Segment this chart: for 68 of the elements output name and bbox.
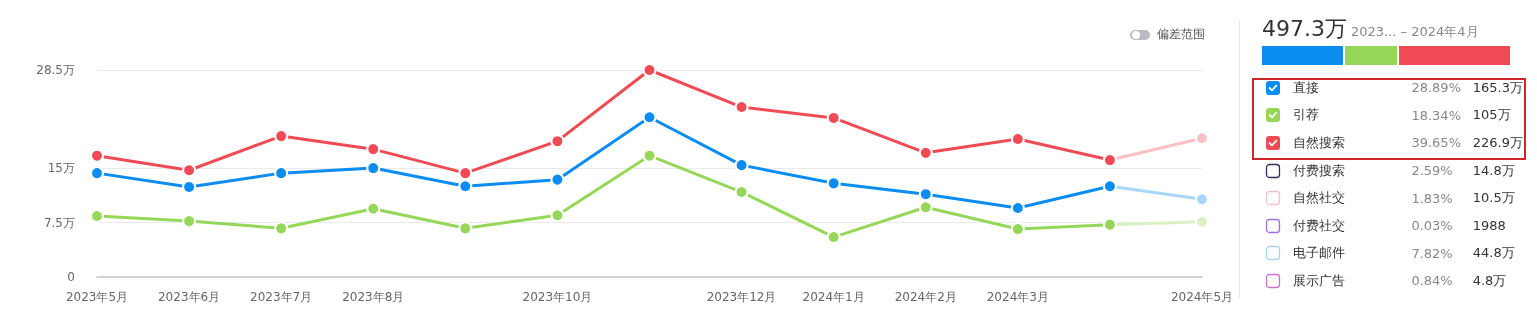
point [182, 163, 197, 178]
category-label: 自然社交 [1292, 189, 1346, 208]
category-label: 付费搜索 [1292, 161, 1346, 180]
text: 自然搜索 [1292, 134, 1345, 150]
data-label: 1.83% [1411, 190, 1454, 206]
x-tick-label: 2024年2月 [894, 290, 957, 304]
y-tick-label: 15万 [47, 161, 75, 176]
point [550, 134, 565, 149]
data-label: 0.84% [1411, 273, 1454, 289]
text: 引荐 [1292, 107, 1319, 123]
text: 10.5万 [1472, 189, 1516, 208]
x-tick-label: 2023年6月 [157, 290, 221, 304]
data-label: 28.89% [1411, 80, 1462, 96]
x-tick-label: 2023年8月 [342, 290, 405, 304]
point [274, 221, 289, 236]
point [826, 176, 841, 191]
point [918, 145, 933, 160]
point [734, 158, 749, 173]
data-label: 0.03% [1411, 218, 1454, 234]
data-label: 18.34% [1411, 107, 1462, 123]
data-label: 7.82% [1411, 245, 1454, 261]
point [366, 201, 381, 216]
point [1010, 132, 1025, 146]
text: 497.3万 [1262, 15, 1347, 43]
x-tick-label: 2024年5月 [1170, 290, 1234, 304]
point [1102, 179, 1117, 194]
x-tick-label: 2024年1月 [802, 290, 865, 304]
category-label: 电子邮件 [1292, 244, 1346, 263]
y-tick-label: 28.5万 [36, 63, 75, 77]
point [550, 172, 565, 187]
text: 105万 [1472, 106, 1512, 125]
point [642, 63, 657, 77]
category-label: 付费社交 [1292, 216, 1346, 235]
point [458, 221, 473, 236]
point [1010, 201, 1025, 215]
point [90, 148, 104, 163]
x-tick-label: 2023年5月 [65, 290, 129, 304]
point [458, 179, 473, 194]
text: 偏差范围 [1157, 26, 1205, 43]
text: 直接 [1292, 79, 1319, 95]
y-tick-label: 0 [67, 270, 75, 284]
category-label: 展示广告 [1292, 271, 1346, 290]
point [90, 166, 104, 181]
point [366, 142, 381, 157]
point [642, 110, 657, 125]
data-label: 39.65% [1411, 135, 1462, 151]
text: 14.8万 [1472, 161, 1516, 180]
point [274, 129, 289, 144]
y-tick-label: 7.5万 [43, 215, 75, 230]
x-tick-label: 2024年3月 [986, 290, 1049, 304]
text: 44.8万 [1472, 244, 1516, 263]
point [274, 166, 289, 181]
x-tick-label: 2023年10月 [522, 290, 593, 304]
text: 165.3万 [1472, 78, 1524, 97]
text: 226.9万 [1472, 134, 1524, 152]
point [458, 166, 473, 181]
text: 4.8万 [1472, 271, 1508, 290]
x-tick-label: 2023年7月 [250, 290, 313, 304]
point [550, 208, 565, 223]
text: 1988 [1472, 218, 1507, 234]
point [642, 148, 657, 163]
data-label: 2.59% [1411, 163, 1454, 179]
x-tick-label: 2023年12月 [706, 290, 777, 304]
text: 2023... – 2024年4月 [1350, 23, 1479, 41]
point [918, 187, 933, 202]
point [182, 214, 197, 229]
point [918, 200, 933, 215]
point [1102, 217, 1117, 232]
